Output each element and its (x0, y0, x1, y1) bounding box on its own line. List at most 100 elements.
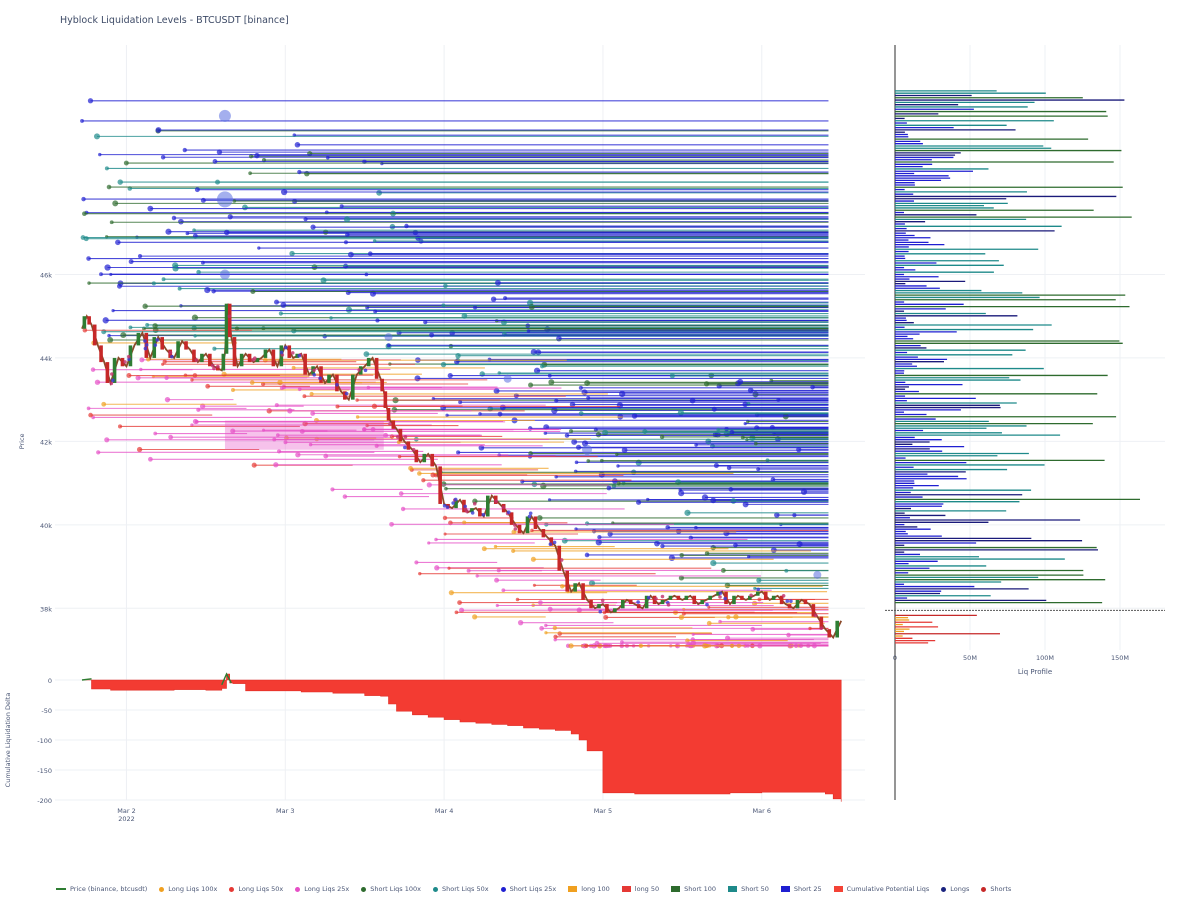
candle-up (327, 374, 331, 383)
liq-event-dot (666, 602, 671, 607)
candle-down (819, 616, 824, 630)
legend-item[interactable]: Long Liqs 100x (159, 885, 217, 893)
short-liq-dot (151, 281, 156, 286)
long-liq-dot (374, 443, 379, 448)
short-liq-dot (665, 525, 670, 530)
short-liq-dot (659, 434, 665, 440)
long-liq-dot (94, 379, 101, 385)
long-liq-dot (231, 387, 235, 392)
candle-up (152, 337, 157, 358)
short-liq-dot (743, 421, 747, 426)
long-liq-dot (757, 597, 762, 602)
short-liq-dot (733, 542, 738, 548)
candle-up (620, 599, 625, 609)
long-liq-dot (706, 620, 712, 626)
x-tick-sublabel: 2022 (118, 815, 135, 823)
legend-item[interactable]: Short Liqs 100x (361, 885, 421, 893)
legend-item[interactable]: Short Liqs 50x (432, 885, 489, 893)
candle-down (319, 366, 323, 383)
legend-item[interactable]: Long Liqs 25x (295, 885, 349, 893)
liq-event-dot (279, 350, 284, 355)
short-liq-dot (458, 400, 463, 405)
long-liq-dot (808, 626, 812, 631)
long-liq-dot (538, 600, 543, 605)
legend-item[interactable]: Price (binance, btcusdt) (56, 885, 147, 893)
short-liq-dot (724, 582, 731, 589)
legend-item[interactable]: Short 100 (671, 885, 716, 893)
short-liq-dot (547, 373, 552, 378)
long-liq-dot (342, 494, 348, 499)
short-liq-dot (82, 211, 87, 217)
legend-item[interactable]: Shorts (981, 885, 1011, 893)
long-liq-dot (501, 588, 506, 593)
long-liq-dot (397, 454, 402, 459)
long-liq-dot (330, 487, 335, 492)
short-liq-dot (497, 371, 502, 375)
long-liq-dot (707, 605, 711, 609)
liq-event-dot (109, 381, 114, 386)
long-liq-dot (162, 359, 167, 364)
long-liq-dot (552, 625, 558, 631)
short-liq-dot (152, 323, 158, 329)
candle-up (82, 316, 87, 329)
short-liq-dot (584, 552, 590, 558)
short-liq-dot (569, 401, 576, 408)
legend-item[interactable]: Long Liqs 50x (229, 885, 283, 893)
short-liq-dot (770, 477, 776, 482)
liq-event-dot (388, 422, 392, 426)
liq-event-dot (227, 314, 232, 319)
short-liq-dot (204, 287, 211, 294)
long-liq-cluster (224, 420, 384, 450)
cumulative-panel: 0 -50 -100 -150 -200 Cumulative Liquidation D… (4, 672, 842, 805)
short-liq-dot (776, 397, 781, 402)
short-liq-dot (444, 486, 448, 491)
short-liq-dot (104, 264, 111, 271)
candle-down (303, 353, 307, 375)
legend-label: Short 50 (741, 885, 769, 893)
short-liq-dot (607, 531, 613, 537)
short-liq-dot (196, 269, 201, 275)
short-liq-dot (325, 155, 330, 160)
short-liq-dot (212, 346, 217, 351)
candle-down (557, 545, 562, 571)
legend-item[interactable]: Short Liqs 25x (500, 885, 556, 893)
long-liq-dot (164, 375, 169, 381)
short-liq-dot (548, 379, 555, 386)
short-liq-dot (102, 317, 109, 324)
short-liq-bubble (216, 191, 233, 208)
legend-item[interactable]: long 100 (568, 885, 610, 893)
candle-up (597, 604, 601, 609)
legend-item[interactable]: Short 50 (728, 885, 769, 893)
short-liq-dot (193, 334, 197, 338)
short-liq-dot (631, 413, 638, 419)
candle-up (755, 591, 760, 596)
short-liq-dot (597, 534, 602, 540)
long-liq-dot (266, 408, 272, 414)
long-liq-dot (457, 600, 462, 605)
short-liq-dot (740, 435, 745, 440)
candle-up (221, 353, 226, 371)
long-liq-dot (370, 427, 376, 432)
liq-event-dot (210, 363, 215, 368)
liq-profile-panel: 0 50M 100M 150M Liq Profile (885, 45, 1165, 800)
legend-swatch (981, 886, 987, 892)
liq-event-dot (442, 503, 447, 508)
short-liq-dot (668, 554, 675, 562)
short-liq-dot (753, 586, 757, 591)
short-liq-dot (527, 426, 533, 431)
y-tick-label: 44k (40, 355, 52, 363)
long-liq-dot (678, 614, 685, 620)
liq-event-dot (212, 366, 216, 371)
short-liq-dot (214, 179, 221, 185)
legend-item[interactable]: Longs (941, 885, 969, 893)
candle-down (232, 337, 237, 367)
long-liq-dot (389, 521, 394, 527)
candle-up (470, 508, 474, 513)
legend-item[interactable]: long 50 (621, 885, 659, 893)
legend-item[interactable]: Cumulative Potential Liqs (833, 885, 929, 893)
short-liq-dot (115, 239, 121, 246)
candle-down (676, 595, 681, 600)
y-tick-label: 38k (40, 605, 52, 613)
legend-item[interactable]: Short 25 (780, 885, 822, 893)
long-liq-dot (365, 423, 369, 428)
